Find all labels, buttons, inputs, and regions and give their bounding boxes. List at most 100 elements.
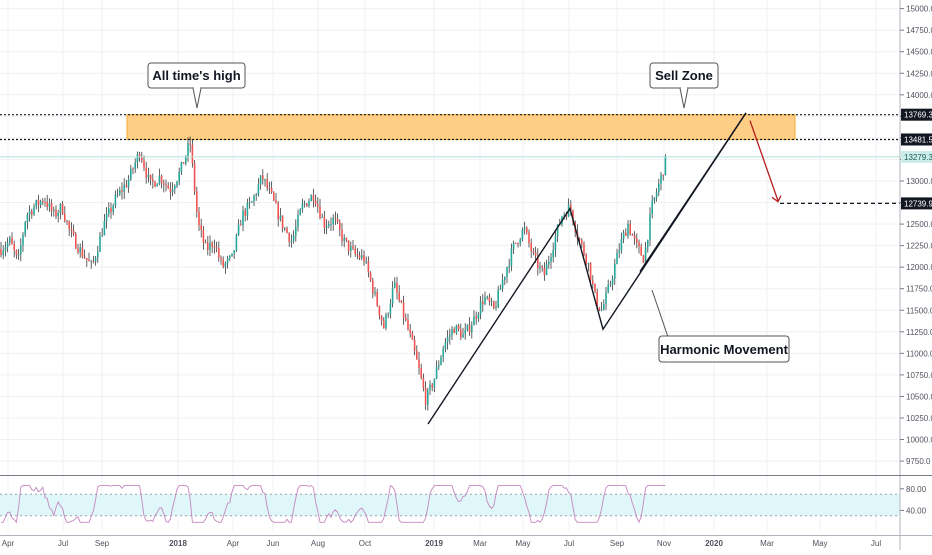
candle-body [257,184,260,195]
candle-body [176,181,178,186]
candle-body [290,240,293,242]
horizontal-lines [0,114,900,204]
candle-body [416,350,418,360]
callout-harmonic-label: Harmonic Movement [660,342,789,357]
candle-body [504,276,506,281]
candle-body [594,283,596,292]
candle-body [633,235,636,239]
candle-body [455,325,458,334]
candle-body [550,257,552,262]
candle-body [570,204,572,211]
candle-body [374,291,376,294]
candle-body [286,228,288,233]
candle-body [213,246,216,248]
candle-body [13,244,15,251]
candle-body [453,329,455,334]
candle-body [477,314,480,319]
candle-body [266,179,268,188]
candle-body [178,171,180,182]
candle-body [361,255,363,259]
candle-body [422,377,425,388]
candle-body [596,291,598,308]
candle-body [328,224,330,226]
candle-body [323,216,326,228]
candle-body [20,245,22,255]
price-label-text: 13769.3 [904,111,932,120]
rsi-indicator [1,484,666,524]
candle-body [651,200,653,215]
candle-body [636,238,638,243]
time-label: Oct [359,539,372,548]
candle-body [44,201,46,203]
candle-body [350,246,352,251]
candle-body [427,390,429,405]
candle-body [451,329,453,336]
candle-body [380,315,383,321]
candle-body [479,301,482,315]
candle-body [446,337,449,343]
candle-body [26,214,29,223]
candle-body [629,223,631,235]
candle-body [268,187,271,189]
candle-body [46,201,48,207]
candle-body [244,210,246,216]
time-label: Nov [657,539,671,548]
candle-body [154,181,156,187]
time-label: Mar [473,539,487,548]
candle-body [112,205,114,213]
candle-body [220,257,222,260]
time-label: Sep [95,539,110,548]
rsi-band [0,493,900,517]
candle-body [209,242,211,250]
candle-body [600,309,603,311]
candle-body [138,154,141,158]
candle-body [383,320,385,328]
candle-body [517,242,519,244]
candle-body [233,250,235,254]
candle-body [297,215,299,227]
price-tick-label: 13000.0 [906,177,932,186]
candle-body [389,303,392,314]
candle-body [310,195,312,202]
candle-body [493,301,495,309]
candle-body [341,229,343,242]
candle-body [59,204,62,213]
harmonic-pattern [427,112,782,425]
candle-body [431,384,433,388]
candle-body [279,215,282,220]
candle-body [464,330,466,334]
price-tick-label: 12500.0 [906,220,932,229]
callout-sell-zone: Sell Zone [649,62,719,109]
candle-body [369,272,372,281]
candle-body [563,214,565,217]
price-tick-label: 12250.0 [906,242,932,251]
price-tick-label: 10000.0 [906,436,932,445]
candle-body [411,333,414,340]
candle-body [284,228,286,230]
candle-body [510,248,513,266]
candle-body [336,218,339,222]
candle-body [475,316,477,319]
candle-body [631,234,634,236]
candle-body [24,222,26,235]
candle-body [240,224,242,226]
candle-body [222,259,224,267]
time-label: Jul [564,539,574,548]
candle-body [534,252,537,256]
candle-body [495,307,497,309]
candle-body [143,160,145,168]
candle-body [556,224,559,237]
time-label: Sep [610,539,625,548]
price-label-box [901,108,932,121]
time-label: Mar [760,539,774,548]
rsi-tick-label: 40.00 [906,506,927,515]
candle-body [2,250,4,256]
candle-body [136,154,139,163]
candle-body [482,301,484,305]
candle-body [193,163,196,192]
candle-body [460,329,462,338]
candle-body [259,175,262,185]
candle-body [424,387,427,405]
price-tick-label: 15000.0 [906,5,932,14]
